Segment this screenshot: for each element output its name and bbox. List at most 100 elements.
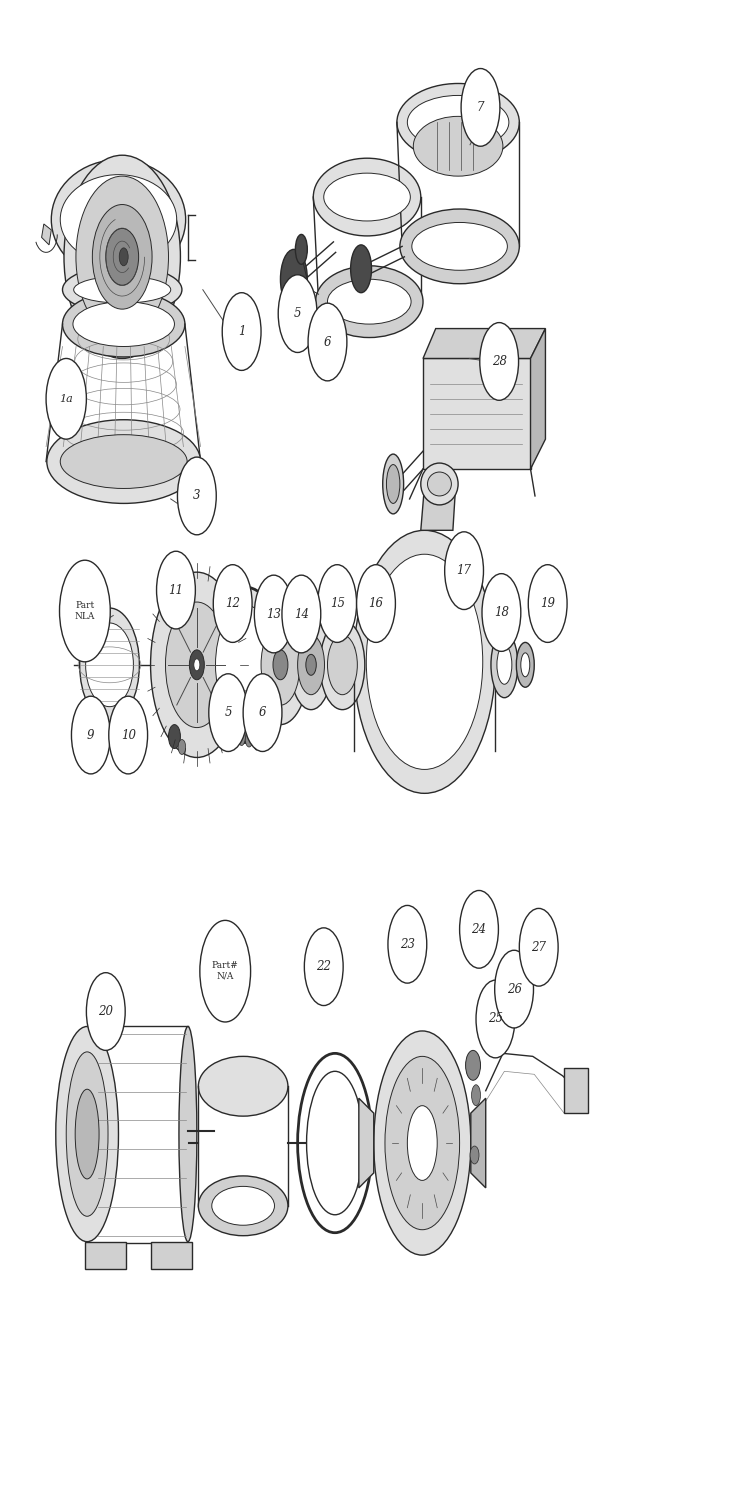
- Ellipse shape: [366, 554, 483, 770]
- Circle shape: [318, 564, 356, 642]
- Polygon shape: [421, 483, 456, 531]
- Text: 3: 3: [193, 489, 201, 502]
- Ellipse shape: [62, 291, 185, 357]
- Ellipse shape: [245, 732, 253, 747]
- Circle shape: [476, 980, 515, 1058]
- Ellipse shape: [194, 658, 200, 670]
- Polygon shape: [530, 328, 545, 470]
- Circle shape: [59, 560, 111, 662]
- Ellipse shape: [421, 464, 458, 506]
- Text: 6: 6: [259, 706, 266, 718]
- Circle shape: [177, 458, 217, 536]
- Text: 12: 12: [225, 597, 240, 610]
- Ellipse shape: [261, 624, 300, 705]
- Ellipse shape: [212, 1186, 274, 1225]
- Circle shape: [86, 972, 125, 1050]
- Circle shape: [200, 921, 250, 1022]
- Ellipse shape: [350, 244, 371, 292]
- Text: 14: 14: [294, 608, 309, 621]
- Text: 23: 23: [400, 938, 415, 951]
- Ellipse shape: [86, 622, 133, 706]
- Text: 18: 18: [494, 606, 509, 619]
- Text: 1: 1: [238, 326, 245, 338]
- Ellipse shape: [165, 602, 228, 728]
- Text: 5: 5: [224, 706, 232, 718]
- Circle shape: [356, 564, 396, 642]
- Ellipse shape: [150, 572, 243, 758]
- Ellipse shape: [412, 222, 508, 270]
- Ellipse shape: [60, 174, 177, 264]
- Text: 9: 9: [87, 729, 95, 741]
- Circle shape: [278, 274, 317, 352]
- Bar: [150, 1242, 192, 1269]
- Ellipse shape: [324, 172, 411, 220]
- Circle shape: [305, 928, 343, 1005]
- Ellipse shape: [427, 472, 451, 496]
- Ellipse shape: [56, 1026, 119, 1242]
- Circle shape: [71, 696, 111, 774]
- Ellipse shape: [491, 632, 518, 698]
- Ellipse shape: [60, 435, 187, 489]
- Circle shape: [444, 532, 484, 609]
- Text: 7: 7: [477, 100, 484, 114]
- Text: 13: 13: [266, 608, 281, 621]
- Ellipse shape: [51, 159, 186, 279]
- Text: 22: 22: [317, 960, 331, 974]
- Circle shape: [388, 906, 426, 983]
- Ellipse shape: [290, 620, 332, 710]
- Circle shape: [461, 69, 500, 146]
- Ellipse shape: [353, 531, 496, 794]
- Ellipse shape: [73, 302, 174, 346]
- Text: 27: 27: [531, 940, 546, 954]
- Ellipse shape: [472, 1084, 481, 1106]
- Circle shape: [209, 674, 247, 752]
- Ellipse shape: [327, 634, 357, 694]
- Text: 11: 11: [168, 584, 183, 597]
- Ellipse shape: [238, 728, 245, 746]
- Circle shape: [308, 303, 347, 381]
- Ellipse shape: [383, 454, 404, 514]
- Ellipse shape: [314, 158, 421, 236]
- Ellipse shape: [80, 608, 139, 721]
- Ellipse shape: [199, 1056, 288, 1116]
- Ellipse shape: [74, 276, 171, 303]
- Text: 28: 28: [492, 356, 507, 368]
- Ellipse shape: [106, 228, 138, 285]
- Text: 26: 26: [507, 982, 522, 996]
- Bar: [85, 1242, 126, 1269]
- Ellipse shape: [280, 249, 308, 309]
- Ellipse shape: [307, 1071, 363, 1215]
- Ellipse shape: [517, 642, 534, 687]
- Ellipse shape: [414, 117, 503, 176]
- Text: Part#
N/A: Part# N/A: [212, 962, 238, 981]
- Ellipse shape: [228, 722, 237, 742]
- Ellipse shape: [75, 1089, 99, 1179]
- Text: 19: 19: [540, 597, 555, 610]
- Ellipse shape: [190, 650, 205, 680]
- Ellipse shape: [320, 620, 365, 710]
- Ellipse shape: [47, 420, 201, 504]
- Ellipse shape: [408, 1106, 437, 1180]
- Ellipse shape: [207, 586, 284, 742]
- Ellipse shape: [400, 209, 520, 284]
- Ellipse shape: [387, 465, 400, 504]
- Bar: [564, 1068, 588, 1113]
- Circle shape: [156, 550, 196, 628]
- Ellipse shape: [120, 248, 128, 266]
- Ellipse shape: [273, 650, 288, 680]
- Text: 17: 17: [456, 564, 472, 578]
- Polygon shape: [423, 358, 530, 470]
- Text: 25: 25: [488, 1013, 503, 1026]
- Ellipse shape: [408, 96, 509, 148]
- Ellipse shape: [252, 604, 309, 724]
- Text: 1a: 1a: [59, 394, 73, 404]
- Ellipse shape: [298, 1053, 372, 1233]
- Ellipse shape: [306, 654, 317, 675]
- Circle shape: [254, 574, 293, 652]
- Ellipse shape: [327, 279, 411, 324]
- Ellipse shape: [178, 740, 186, 754]
- Text: 20: 20: [99, 1005, 114, 1019]
- Circle shape: [243, 674, 282, 752]
- Ellipse shape: [92, 204, 152, 309]
- Ellipse shape: [253, 735, 259, 750]
